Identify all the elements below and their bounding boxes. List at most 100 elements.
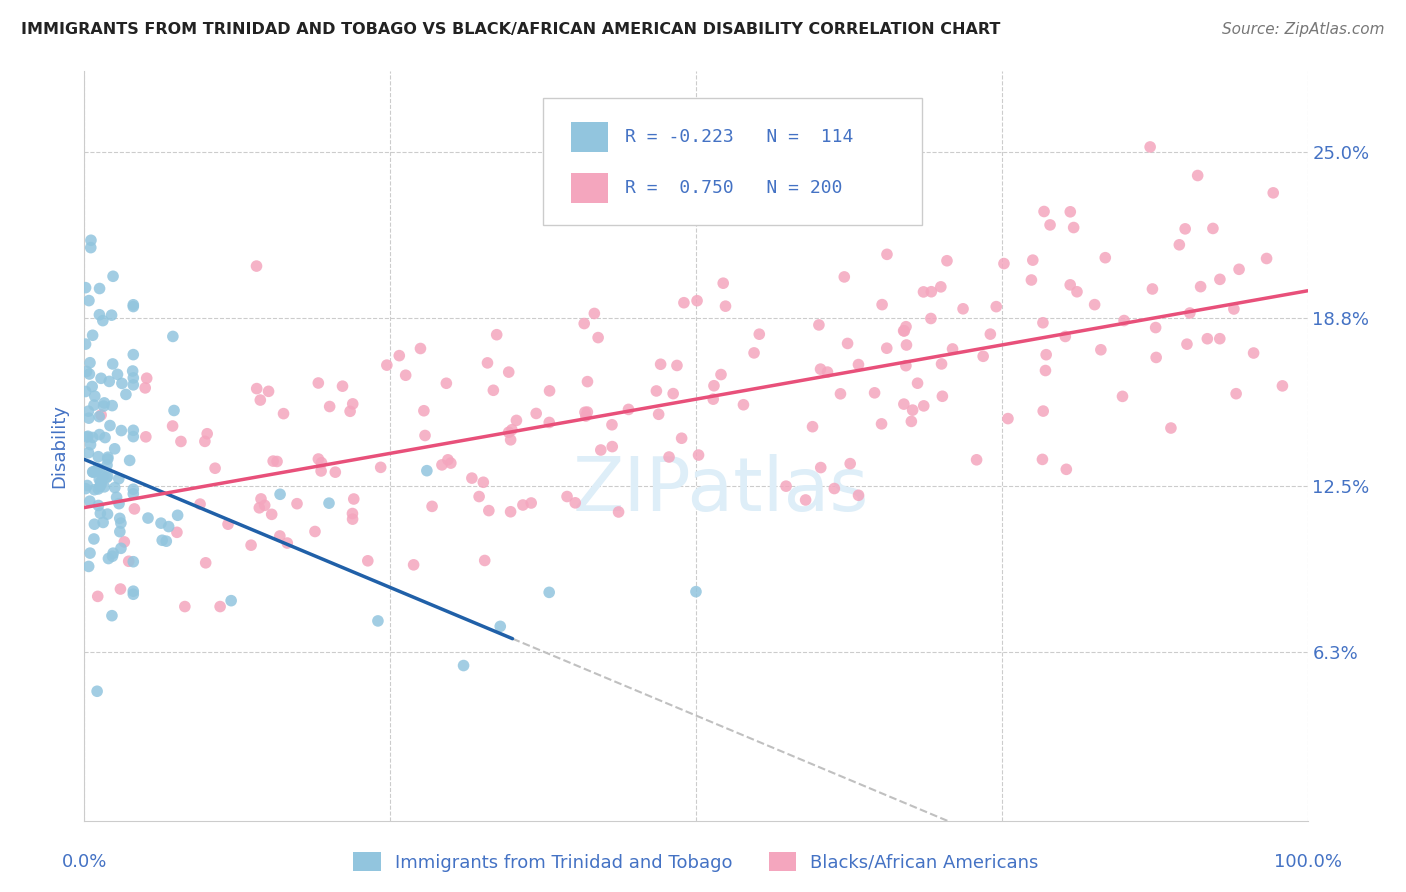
Point: [658, 450, 681, 464]
Point: [75, 337, 97, 351]
Point: [440, 456, 463, 470]
Point: [1066, 285, 1088, 299]
Point: [671, 431, 693, 445]
Point: [122, 423, 145, 437]
Point: [245, 259, 267, 273]
Point: [87, 450, 110, 464]
Point: [901, 403, 924, 417]
Point: [97, 452, 120, 467]
Point: [108, 524, 131, 539]
Point: [82, 430, 104, 444]
Point: [79, 546, 101, 560]
Point: [269, 529, 291, 543]
Point: [931, 389, 953, 403]
Point: [166, 508, 188, 523]
Point: [89, 427, 111, 442]
Point: [136, 511, 159, 525]
Point: [1202, 221, 1225, 235]
Point: [574, 405, 596, 419]
Point: [122, 555, 145, 569]
Point: [1223, 301, 1246, 316]
Point: [111, 376, 134, 391]
Point: [307, 452, 329, 467]
Point: [823, 482, 845, 496]
Point: [89, 409, 111, 424]
Point: [912, 399, 935, 413]
Point: [665, 359, 688, 373]
Point: [163, 403, 186, 417]
Point: [499, 433, 522, 447]
Point: [538, 384, 561, 398]
Point: [367, 614, 389, 628]
Point: [1032, 404, 1054, 418]
Point: [1035, 363, 1057, 377]
Point: [1063, 220, 1085, 235]
Point: [402, 558, 425, 572]
Point: [832, 269, 855, 284]
Point: [589, 442, 612, 457]
Point: [775, 479, 797, 493]
Point: [870, 298, 893, 312]
Point: [104, 442, 127, 456]
Point: [194, 556, 217, 570]
Point: [98, 375, 121, 389]
Point: [839, 457, 862, 471]
FancyBboxPatch shape: [543, 97, 922, 225]
Point: [89, 480, 111, 494]
Point: [150, 533, 173, 548]
Point: [650, 357, 672, 371]
Point: [91, 313, 114, 327]
Point: [157, 519, 180, 533]
Point: [89, 464, 111, 478]
Point: [75, 280, 97, 294]
Point: [209, 599, 232, 614]
Point: [474, 553, 496, 567]
Point: [1168, 237, 1191, 252]
Point: [89, 308, 111, 322]
Point: [79, 494, 101, 508]
Point: [122, 430, 145, 444]
Point: [931, 357, 953, 371]
Point: [907, 376, 929, 391]
Point: [122, 487, 145, 501]
Point: [1174, 222, 1197, 236]
Point: [607, 505, 630, 519]
Point: [896, 338, 918, 352]
Point: [90, 371, 112, 385]
Text: 0.0%: 0.0%: [62, 853, 107, 871]
Point: [253, 499, 276, 513]
Point: [87, 590, 110, 604]
Point: [75, 482, 97, 496]
Point: [748, 327, 770, 342]
Point: [1084, 298, 1107, 312]
Point: [90, 475, 112, 489]
Point: [357, 554, 380, 568]
Point: [685, 584, 707, 599]
Point: [512, 498, 534, 512]
Point: [711, 276, 734, 290]
Point: [110, 424, 132, 438]
Point: [434, 376, 457, 391]
Point: [108, 511, 131, 525]
Point: [309, 464, 332, 478]
Point: [257, 384, 280, 399]
Point: [710, 368, 733, 382]
Point: [1209, 272, 1232, 286]
Point: [416, 464, 439, 478]
Point: [91, 516, 114, 530]
Text: ZIPatlas: ZIPatlas: [572, 454, 869, 527]
Point: [1189, 279, 1212, 293]
Point: [76, 430, 98, 444]
Point: [343, 491, 366, 506]
Point: [617, 402, 640, 417]
Point: [997, 411, 1019, 425]
Point: [662, 386, 685, 401]
Point: [647, 407, 669, 421]
Point: [307, 376, 329, 390]
Point: [686, 293, 709, 308]
Point: [1178, 306, 1201, 320]
Point: [285, 497, 308, 511]
Point: [108, 497, 131, 511]
Text: R =  0.750   N = 200: R = 0.750 N = 200: [626, 178, 842, 196]
Point: [848, 488, 870, 502]
